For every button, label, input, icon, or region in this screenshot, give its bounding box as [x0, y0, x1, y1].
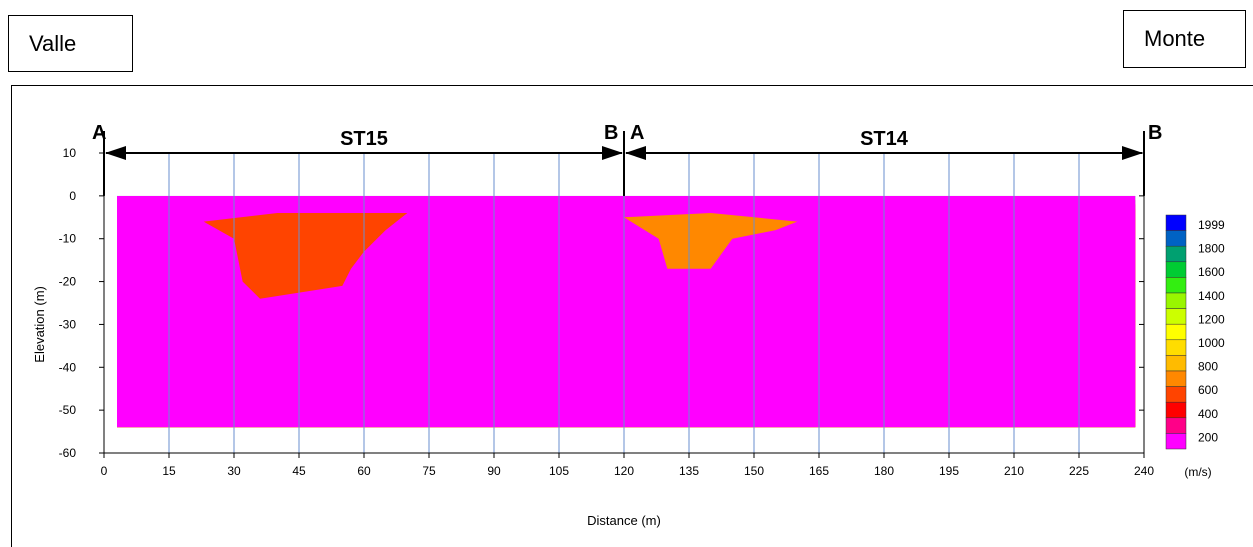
colorbar-swatch — [1165, 214, 1187, 231]
x-tick-label: 195 — [939, 464, 959, 478]
monte-label-box: Monte — [1123, 10, 1246, 68]
colorbar-swatch — [1165, 323, 1187, 341]
y-tick-label: 10 — [63, 146, 77, 160]
colorbar-label: 800 — [1198, 360, 1218, 374]
chart-frame — [11, 85, 1253, 547]
arrow-left-icon — [625, 146, 646, 160]
y-tick-label: -30 — [59, 317, 77, 331]
colorbar-swatch — [1165, 355, 1187, 372]
arrow-right-icon — [602, 146, 623, 160]
colorbar-swatch — [1165, 308, 1187, 325]
colorbar-unit: (m/s) — [1184, 465, 1211, 479]
colorbar-swatch — [1165, 417, 1187, 434]
x-axis-label: Distance (m) — [587, 513, 661, 528]
arrow-right-icon — [1122, 146, 1143, 160]
x-tick-label: 30 — [227, 464, 241, 478]
colorbar-swatch — [1165, 277, 1187, 294]
valle-label: Valle — [29, 30, 77, 56]
colorbar-label: 400 — [1198, 407, 1218, 421]
x-tick-label: 60 — [357, 464, 371, 478]
grid-lines — [168, 153, 1080, 453]
colorbar-swatch — [1165, 230, 1187, 247]
y-tick-label: -20 — [59, 275, 77, 289]
colorbar-label: 1800 — [1198, 242, 1225, 256]
colorbar-swatch — [1165, 261, 1187, 278]
colorbar-swatch — [1165, 370, 1187, 387]
x-tick-label: 105 — [549, 464, 569, 478]
x-tick-label: 45 — [292, 464, 306, 478]
section-end-label: B — [604, 122, 618, 144]
x-tick-label: 165 — [809, 464, 829, 478]
section-name: ST14 — [860, 128, 909, 150]
colorbar-legend: 1999 1800 1600 1400 1200 1000 800 600 400 200 (m/s… — [1165, 214, 1225, 479]
x-tick-label: 240 — [1134, 464, 1154, 478]
section-start-label: A — [630, 122, 644, 144]
colorbar-swatch — [1165, 292, 1187, 309]
y-axis-label: Elevation (m) — [32, 286, 47, 363]
x-tick-label: 0 — [101, 464, 108, 478]
section-start-label: A — [92, 122, 106, 144]
section-end-label: B — [1148, 122, 1162, 144]
x-tick-label: 90 — [487, 464, 501, 478]
colorbar-label: 1400 — [1198, 289, 1225, 303]
colorbar-swatch — [1165, 401, 1187, 419]
velocity-layer-200 — [117, 195, 1136, 428]
colorbar-label: 600 — [1198, 383, 1218, 397]
x-tick-label: 210 — [1004, 464, 1024, 478]
x-tick-label: 150 — [744, 464, 764, 478]
colorbar-swatch — [1165, 339, 1187, 356]
x-tick-label: 120 — [614, 464, 634, 478]
colorbar-label: 1000 — [1198, 336, 1225, 350]
valle-label-box: Valle — [8, 15, 133, 72]
low-velocity-pocket-1 — [203, 213, 408, 299]
x-tick-label: 15 — [162, 464, 176, 478]
colorbar-label: 1600 — [1198, 265, 1225, 279]
monte-label: Monte — [1144, 26, 1206, 51]
y-tick-label: -60 — [59, 446, 77, 460]
velocity-contours — [117, 195, 1136, 428]
arrow-left-icon — [105, 146, 126, 160]
colorbar-label: 1200 — [1198, 312, 1225, 326]
colorbar-swatch — [1165, 433, 1187, 450]
y-tick-label: -40 — [59, 360, 77, 374]
colorbar-swatch — [1165, 245, 1187, 263]
colorbar-swatch — [1165, 386, 1187, 403]
y-tick-label: 0 — [69, 189, 76, 203]
colorbar-label: 200 — [1198, 430, 1218, 444]
colorbar-label: 1999 — [1198, 218, 1225, 232]
x-tick-label: 180 — [874, 464, 894, 478]
x-tick-label: 75 — [422, 464, 436, 478]
axes: 0 15 30 45 60 75 90 105 120 135 150 165 180 195 210 225… — [32, 146, 1154, 528]
x-tick-label: 135 — [679, 464, 699, 478]
y-tick-label: -50 — [59, 403, 77, 417]
x-tick-label: 225 — [1069, 464, 1089, 478]
section-name: ST15 — [340, 128, 388, 150]
y-tick-label: -10 — [59, 232, 77, 246]
